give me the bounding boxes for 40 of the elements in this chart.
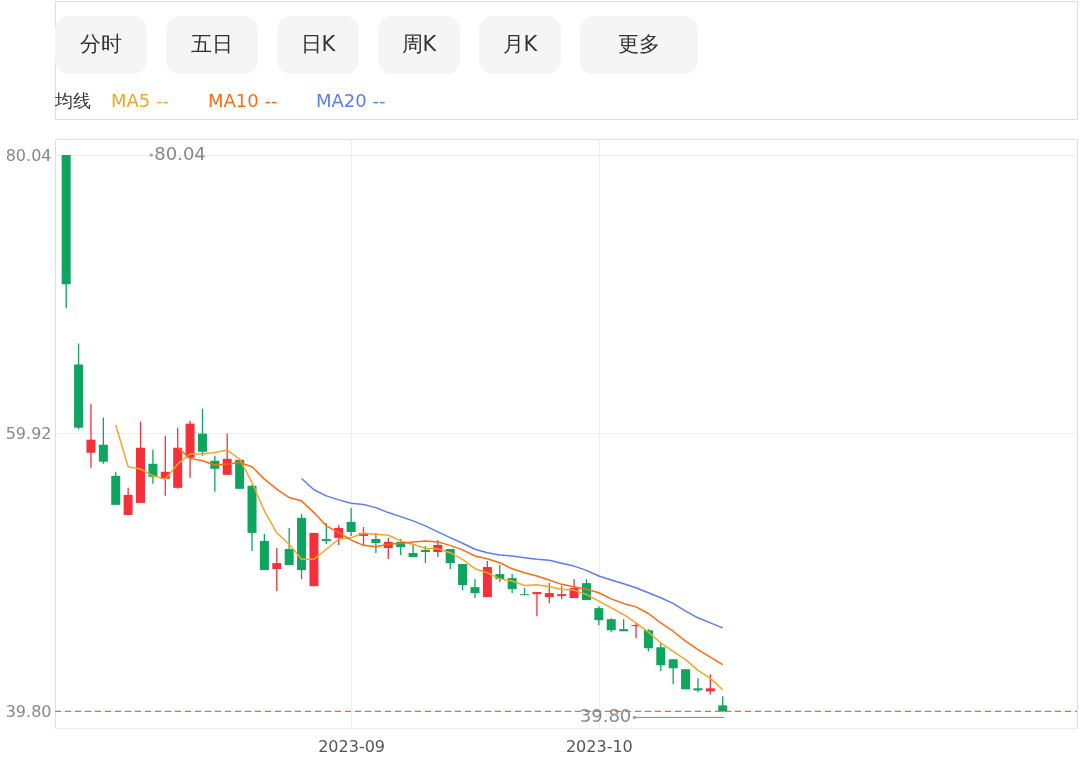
candlestick — [272, 547, 282, 592]
candlestick — [458, 563, 468, 591]
candlestick — [321, 522, 331, 545]
candlestick — [346, 507, 356, 537]
candlestick — [98, 416, 108, 465]
text: MA10 -- — [208, 90, 278, 111]
candlestick — [123, 487, 133, 516]
line-series — [300, 477, 724, 629]
text: 日K — [300, 32, 337, 56]
legend-title: 均线 — [54, 90, 91, 111]
candlestick — [544, 582, 554, 604]
candlestick — [86, 402, 96, 469]
x-tick-label: 2023-09 — [318, 736, 386, 756]
y-tick-label: 59.92 — [5, 423, 52, 443]
candlestick — [656, 642, 666, 672]
candlestick — [284, 527, 294, 566]
text: MA20 -- — [316, 90, 386, 111]
candlestick — [371, 532, 381, 554]
line-series — [114, 424, 724, 691]
y-tick-label: 80.04 — [5, 145, 52, 165]
annotation: 39.80 — [579, 705, 632, 727]
candlestick — [643, 628, 653, 652]
text: 周K — [401, 32, 438, 56]
candlestick — [668, 658, 678, 685]
candlestick — [197, 407, 207, 457]
text: 分时 — [80, 32, 122, 56]
candlestick — [594, 605, 604, 626]
text: 更多 — [618, 32, 660, 56]
text: 月K — [502, 32, 539, 56]
text: MA5 -- — [111, 90, 170, 111]
text: 五日 — [191, 32, 233, 56]
candlestick — [705, 673, 715, 696]
annotation: 80.04 — [154, 143, 206, 165]
y-tick-label: 39.80 — [5, 701, 52, 721]
candlestick — [470, 578, 480, 599]
candlestick — [693, 677, 703, 693]
x-tick-label: 2023-10 — [565, 736, 633, 756]
candlestick — [408, 544, 418, 558]
line-series — [176, 446, 724, 666]
candlestick — [532, 591, 542, 617]
